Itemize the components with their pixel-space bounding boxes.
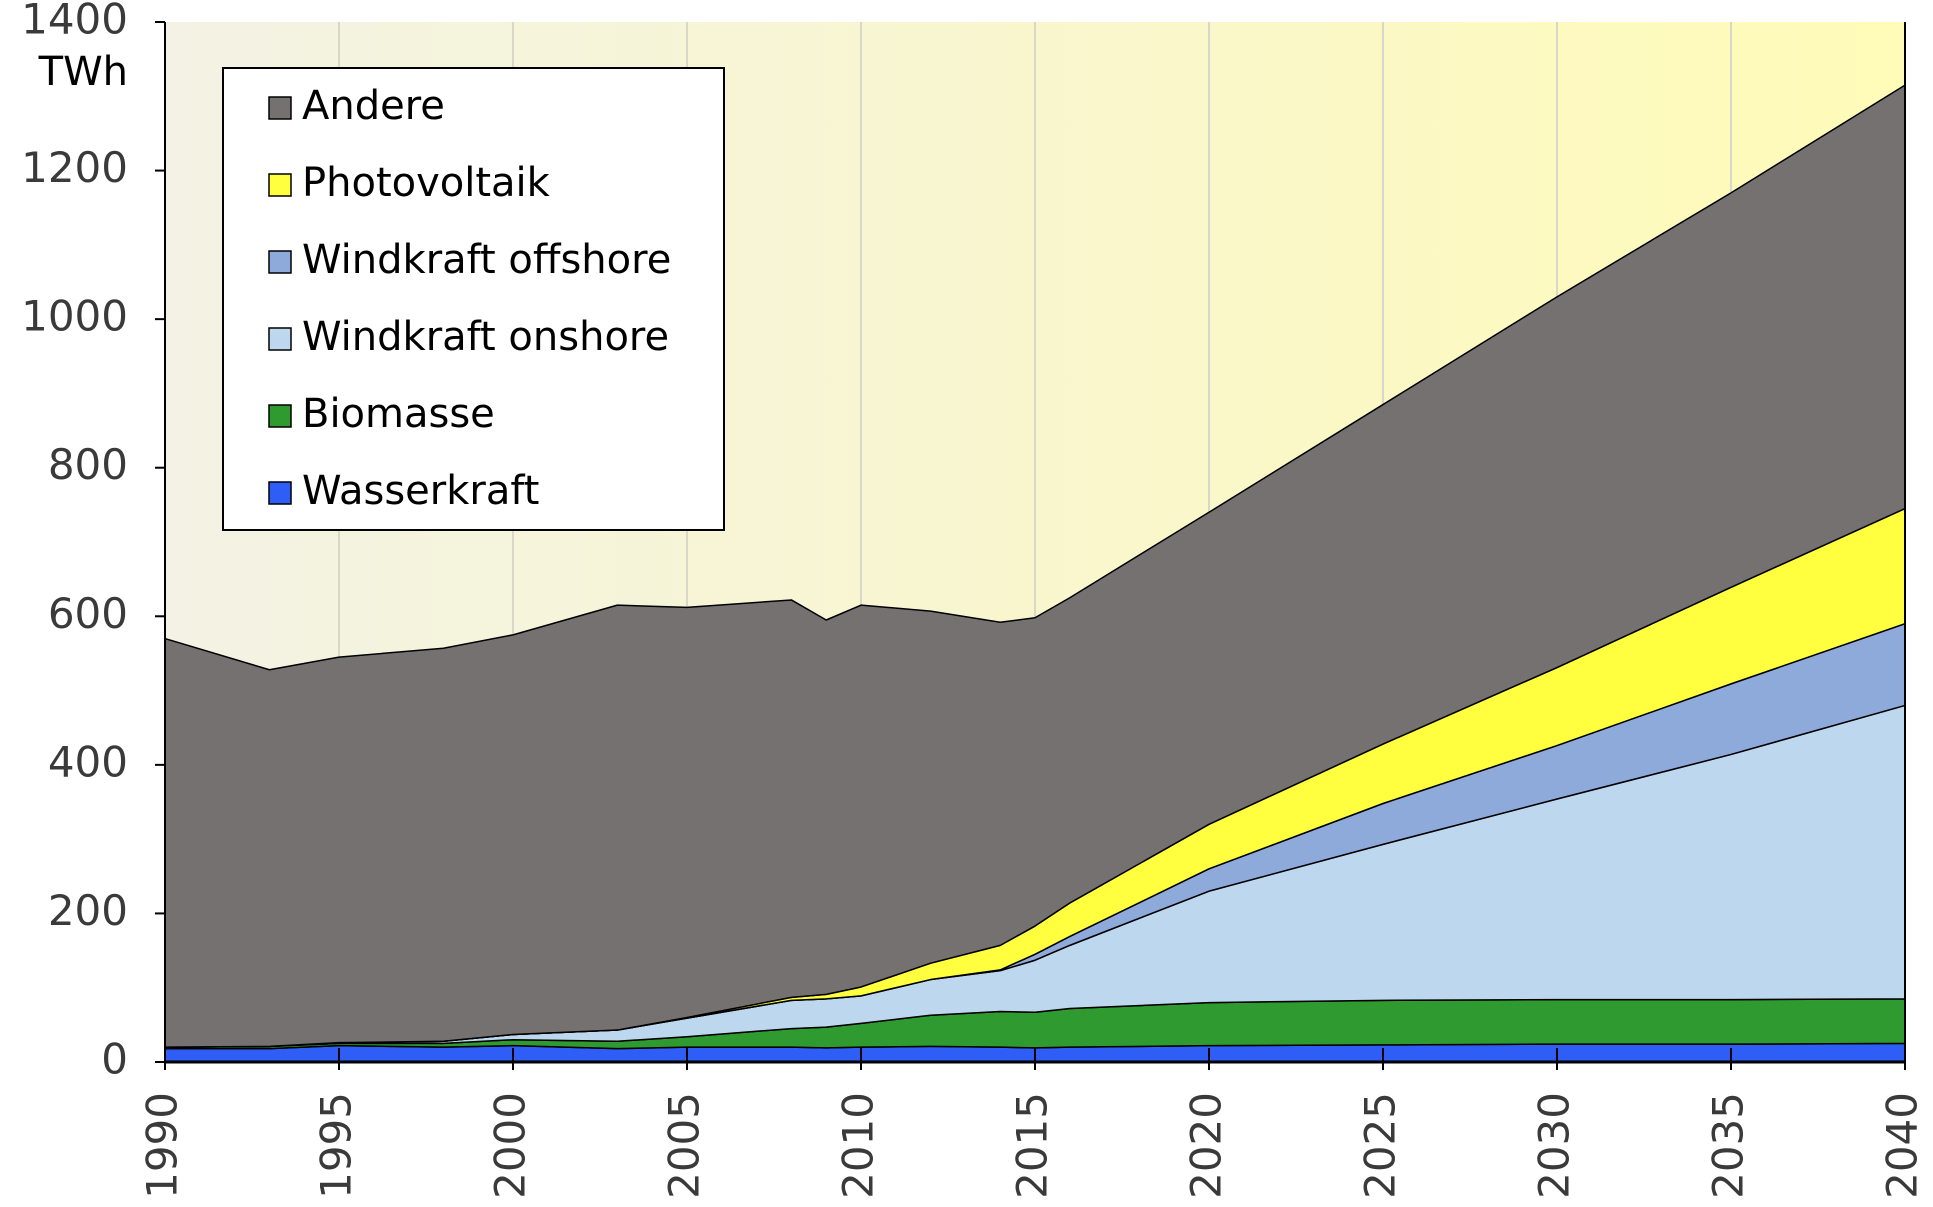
- y-tick-label: 1000: [21, 292, 128, 341]
- y-tick-label: 1400: [21, 0, 128, 44]
- legend-swatch: [268, 173, 292, 197]
- legend-box: [222, 67, 725, 531]
- legend-swatch: [268, 250, 292, 274]
- x-tick-label: 2020: [1182, 1092, 1231, 1199]
- legend-swatch: [268, 481, 292, 505]
- legend-label: Windkraft onshore: [302, 314, 669, 360]
- legend: Wasserkraft Biomasse Windkraft onshore Wind…: [222, 67, 725, 531]
- x-tick-label: 2015: [1008, 1092, 1057, 1199]
- y-unit: TWh: [38, 49, 128, 95]
- x-tick-label: 2000: [486, 1092, 535, 1199]
- x-tick-label: 2035: [1704, 1092, 1753, 1199]
- legend-swatch: [268, 327, 292, 351]
- x-tick-label: 2025: [1356, 1092, 1405, 1199]
- legend-label: Biomasse: [302, 391, 495, 437]
- x-tick-label: 2005: [660, 1092, 709, 1199]
- x-tick-label: 1990: [138, 1092, 187, 1199]
- y-tick-label: 1200: [21, 143, 128, 192]
- legend-label: Photovoltaik: [302, 160, 551, 206]
- y-tick-label: 0: [101, 1035, 128, 1084]
- y-tick-label: 600: [48, 589, 128, 638]
- x-tick-label: 2040: [1878, 1092, 1927, 1199]
- x-tick-label: 1995: [312, 1092, 361, 1199]
- y-tick-label: 800: [48, 440, 128, 489]
- x-tick-label: 2010: [834, 1092, 883, 1199]
- legend-label: Wasserkraft: [302, 468, 539, 514]
- x-tick-label: 2030: [1530, 1092, 1579, 1199]
- legend-swatch: [268, 404, 292, 428]
- y-tick-label: 200: [48, 886, 128, 935]
- legend-label: Andere: [302, 83, 445, 129]
- legend-label: Windkraft offshore: [302, 237, 671, 283]
- legend-swatch: [268, 96, 292, 120]
- y-tick-label: 400: [48, 737, 128, 786]
- axes: 0 200 400 600 800 1000 1200 1400 1990 1995 2000 200…: [21, 0, 1926, 1199]
